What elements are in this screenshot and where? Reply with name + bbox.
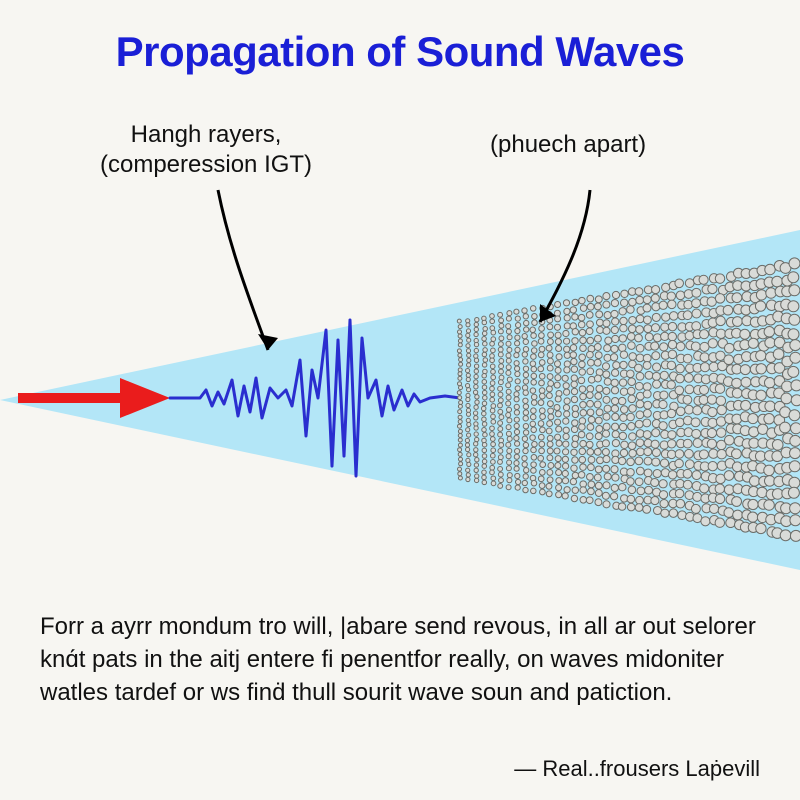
- callout-arrow-left-shaft: [218, 190, 268, 350]
- sound-wave-diagram: [0, 230, 800, 570]
- callout-right-line1: (phuech apart): [490, 130, 646, 160]
- page-title: Propagation of Sound Waves: [0, 28, 800, 76]
- attribution-text: — Real..frousers Laṗevill: [514, 756, 760, 782]
- callout-left-line2: (comperession IGT): [100, 150, 312, 180]
- body-paragraph: Forr a ayrr mondum tro will, |abare send…: [40, 610, 760, 709]
- callout-left-label: Hangh rayers, (comperession IGT): [100, 120, 312, 180]
- callout-left-line1: Hangh rayers,: [100, 120, 312, 150]
- callout-right-label: (phuech apart): [490, 130, 646, 160]
- diagram-svg: [0, 230, 800, 570]
